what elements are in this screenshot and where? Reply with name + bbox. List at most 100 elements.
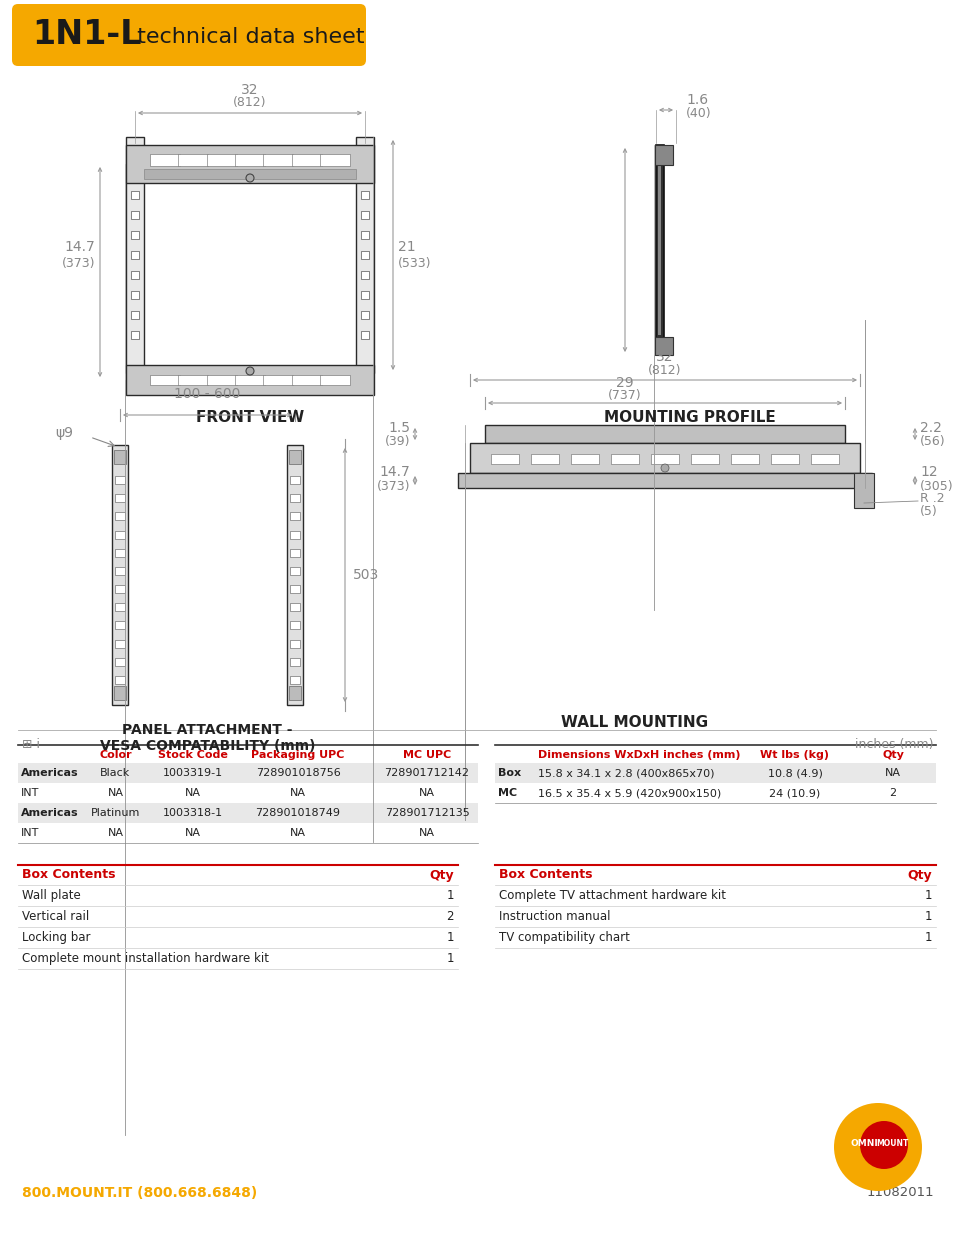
Text: (40): (40) xyxy=(685,106,711,120)
Bar xyxy=(355,137,374,373)
Text: NA: NA xyxy=(108,788,123,798)
Text: inches (mm): inches (mm) xyxy=(855,739,933,751)
Text: 14.7: 14.7 xyxy=(379,466,410,479)
Text: WALL MOUNTING: WALL MOUNTING xyxy=(561,715,708,730)
Bar xyxy=(126,366,374,395)
Bar xyxy=(115,640,125,647)
Text: 1: 1 xyxy=(446,931,454,944)
Text: NA: NA xyxy=(418,827,435,839)
Bar xyxy=(131,211,139,219)
Bar xyxy=(360,331,369,338)
Text: Black: Black xyxy=(100,768,131,778)
Bar xyxy=(290,475,299,484)
Text: TV compatibility chart: TV compatibility chart xyxy=(498,931,629,944)
Bar xyxy=(131,191,139,199)
Bar xyxy=(360,291,369,299)
Bar xyxy=(150,154,180,165)
Text: NA: NA xyxy=(185,827,201,839)
Bar xyxy=(491,454,518,464)
Text: Packaging UPC: Packaging UPC xyxy=(251,750,344,760)
Bar xyxy=(115,567,125,576)
Text: 728901018749: 728901018749 xyxy=(255,808,340,818)
Text: MOUNT: MOUNT xyxy=(875,1140,907,1149)
Text: (812): (812) xyxy=(648,364,681,377)
Text: 1: 1 xyxy=(923,910,931,923)
Text: 1: 1 xyxy=(446,889,454,902)
Bar xyxy=(290,531,299,538)
Text: 1: 1 xyxy=(923,889,931,902)
Text: Wt lbs (kg): Wt lbs (kg) xyxy=(760,750,828,760)
FancyBboxPatch shape xyxy=(12,4,366,65)
Bar xyxy=(290,494,299,503)
Bar xyxy=(131,291,139,299)
Bar xyxy=(290,585,299,593)
Bar xyxy=(126,137,144,373)
Bar xyxy=(131,311,139,319)
Bar xyxy=(234,154,265,165)
Text: Qty: Qty xyxy=(429,868,454,882)
Bar xyxy=(290,621,299,630)
Text: FRONT VIEW: FRONT VIEW xyxy=(195,410,304,425)
Text: Americas: Americas xyxy=(21,808,78,818)
Bar xyxy=(18,763,477,783)
Bar xyxy=(178,154,208,165)
Bar xyxy=(290,640,299,647)
Text: NA: NA xyxy=(290,788,306,798)
Text: 16.5 x 35.4 x 5.9 (420x900x150): 16.5 x 35.4 x 5.9 (420x900x150) xyxy=(537,788,720,798)
Circle shape xyxy=(660,464,668,472)
Text: Complete mount installation hardware kit: Complete mount installation hardware kit xyxy=(22,952,269,965)
Bar xyxy=(115,621,125,630)
Bar xyxy=(234,375,265,385)
Bar xyxy=(457,473,871,488)
Text: Wall plate: Wall plate xyxy=(22,889,81,902)
Text: Box Contents: Box Contents xyxy=(22,868,115,882)
Text: 1: 1 xyxy=(446,952,454,965)
Bar xyxy=(112,445,128,705)
Text: Locking bar: Locking bar xyxy=(22,931,91,944)
Text: (56): (56) xyxy=(919,435,944,447)
Text: PANEL ATTACHMENT -
VESA COMPATABILITY (mm): PANEL ATTACHMENT - VESA COMPATABILITY (m… xyxy=(100,722,314,753)
Bar xyxy=(207,154,236,165)
Bar xyxy=(610,454,639,464)
Text: 728901018756: 728901018756 xyxy=(255,768,340,778)
Text: (305): (305) xyxy=(919,480,953,493)
Bar xyxy=(263,375,293,385)
Text: 2: 2 xyxy=(446,910,454,923)
Text: 24 (10.9): 24 (10.9) xyxy=(768,788,820,798)
Bar xyxy=(655,337,672,354)
Text: MC UPC: MC UPC xyxy=(402,750,451,760)
Text: 12: 12 xyxy=(919,466,937,479)
Text: (39): (39) xyxy=(384,435,410,447)
Text: 15.8 x 34.1 x 2.8 (400x865x70): 15.8 x 34.1 x 2.8 (400x865x70) xyxy=(537,768,714,778)
Bar xyxy=(115,676,125,684)
Bar xyxy=(287,445,303,705)
Bar xyxy=(853,473,873,508)
Text: 100 - 600: 100 - 600 xyxy=(174,387,240,401)
Bar xyxy=(531,454,558,464)
Bar xyxy=(656,144,663,354)
Bar xyxy=(290,603,299,611)
Text: Qty: Qty xyxy=(882,750,903,760)
Bar xyxy=(113,685,126,700)
Text: (737): (737) xyxy=(608,389,641,403)
Bar xyxy=(290,548,299,557)
Bar xyxy=(115,603,125,611)
Text: ⊞ i: ⊞ i xyxy=(22,739,40,751)
Text: 32: 32 xyxy=(656,350,673,364)
Bar xyxy=(207,375,236,385)
Bar xyxy=(289,450,301,464)
Bar xyxy=(115,494,125,503)
Bar xyxy=(360,211,369,219)
Text: 503: 503 xyxy=(353,568,379,582)
Text: NA: NA xyxy=(418,788,435,798)
Text: Complete TV attachment hardware kit: Complete TV attachment hardware kit xyxy=(498,889,725,902)
Bar xyxy=(810,454,838,464)
Bar xyxy=(178,375,208,385)
Text: (373): (373) xyxy=(61,257,95,269)
Bar xyxy=(113,450,126,464)
Text: Color: Color xyxy=(99,750,132,760)
Bar xyxy=(131,170,139,179)
Text: 14.7: 14.7 xyxy=(64,240,95,254)
Text: INT: INT xyxy=(21,788,39,798)
Text: 21: 21 xyxy=(397,240,416,254)
